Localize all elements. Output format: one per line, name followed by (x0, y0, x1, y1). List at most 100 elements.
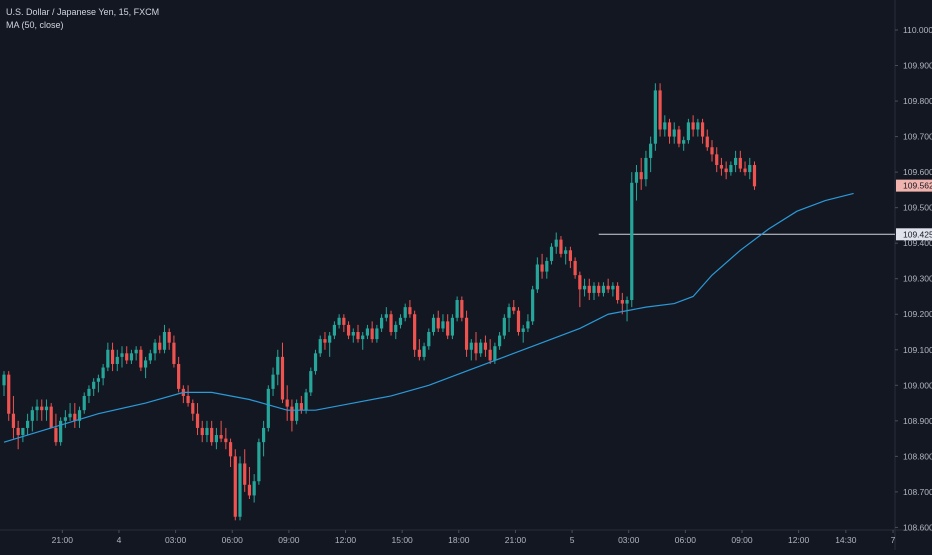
candle-body (92, 381, 96, 389)
candle-body (611, 285, 615, 290)
candle-body (413, 314, 417, 350)
candle-body (653, 90, 657, 144)
candle-body (427, 332, 431, 347)
y-tick-label: 109.200 (903, 309, 932, 319)
candle-body (686, 122, 690, 141)
candle-body (26, 420, 30, 428)
candle-body (502, 317, 506, 336)
candle-body (554, 239, 558, 247)
candle-body (573, 260, 577, 276)
candle-body (498, 335, 502, 347)
candle-body (361, 335, 365, 340)
candle-body (620, 300, 624, 304)
candle-body (162, 332, 167, 350)
candle-body (129, 353, 134, 361)
candle-body (738, 157, 742, 169)
candle-body (337, 317, 341, 325)
candle-body (526, 321, 530, 329)
indicator-title: MA (50, close) (6, 20, 64, 30)
candle-body (233, 456, 237, 517)
candle-body (507, 307, 511, 318)
candle-body (493, 346, 497, 361)
candle-body (16, 427, 20, 436)
candle-body (68, 413, 72, 418)
candle-body (545, 260, 549, 272)
x-tick-label: 03:00 (618, 535, 640, 545)
candle-body (346, 324, 351, 336)
candle-body (460, 300, 464, 318)
candle-body (389, 314, 393, 333)
candle-body (672, 129, 676, 137)
candle-body (592, 285, 596, 293)
candle-body (172, 342, 176, 364)
candle-body (535, 264, 539, 290)
candle-body (205, 427, 209, 436)
candle-body (73, 413, 77, 421)
y-tick-label: 109.300 (903, 274, 932, 284)
y-tick-label: 109.600 (903, 167, 932, 177)
candle-body (54, 427, 58, 443)
candle-body (616, 285, 620, 301)
candle-body (625, 300, 629, 304)
x-tick-label: 09:00 (731, 535, 753, 545)
candle-body (2, 374, 6, 386)
candle-body (110, 349, 115, 364)
candle-body (144, 360, 148, 368)
candle-body (295, 403, 299, 421)
y-tick-label: 108.600 (903, 522, 932, 532)
candle-body (219, 435, 223, 439)
last-price-label: 109.562 (903, 181, 932, 191)
symbol-title: U.S. Dollar / Japanese Yen, 15, FXCM (6, 7, 160, 17)
candle-body (285, 399, 289, 407)
candle-body (115, 356, 119, 364)
candle-body (271, 374, 275, 389)
candle-body (663, 122, 667, 130)
candle-body (564, 250, 568, 254)
candle-body (521, 328, 525, 333)
y-tick-label: 109.400 (903, 238, 932, 248)
candle-body (134, 349, 138, 354)
candle-body (318, 339, 322, 354)
candle-body (153, 342, 157, 354)
y-tick-label: 108.800 (903, 451, 932, 461)
candle-body (719, 165, 724, 169)
y-tick-label: 110.000 (903, 25, 932, 35)
candle-body (276, 356, 280, 375)
candle-body (677, 129, 681, 144)
x-tick-label: 06:00 (222, 535, 244, 545)
candle-body (696, 122, 700, 130)
candle-body (606, 285, 610, 290)
candle-body (328, 335, 332, 343)
x-tick-label: 18:00 (448, 535, 470, 545)
candle-body (403, 307, 407, 318)
y-tick-label: 109.500 (903, 203, 932, 213)
candle-body (370, 328, 374, 340)
candle-body (158, 342, 162, 350)
candle-body (446, 321, 450, 336)
candle-body (700, 122, 705, 137)
candle-body (228, 442, 233, 457)
candle-body (380, 317, 384, 329)
candle-body (724, 168, 728, 173)
candle-body (243, 463, 247, 485)
candle-body (44, 406, 49, 411)
candle-body (691, 122, 695, 130)
y-tick-label: 109.900 (903, 61, 932, 71)
candle-body (634, 172, 639, 183)
candle-body (441, 321, 445, 329)
candle-body (549, 246, 554, 261)
candle-body (375, 328, 379, 340)
candle-body (191, 403, 195, 414)
x-tick-label: 09:00 (278, 535, 300, 545)
x-tick-label: 12:00 (788, 535, 810, 545)
candle-body (752, 165, 757, 187)
candle-body (365, 328, 370, 336)
candle-body (658, 90, 662, 130)
candle-body (356, 332, 360, 340)
candle-body (408, 307, 412, 315)
candle-body (313, 353, 318, 372)
x-tick-label: 4 (117, 535, 122, 545)
candle-body (186, 395, 190, 404)
